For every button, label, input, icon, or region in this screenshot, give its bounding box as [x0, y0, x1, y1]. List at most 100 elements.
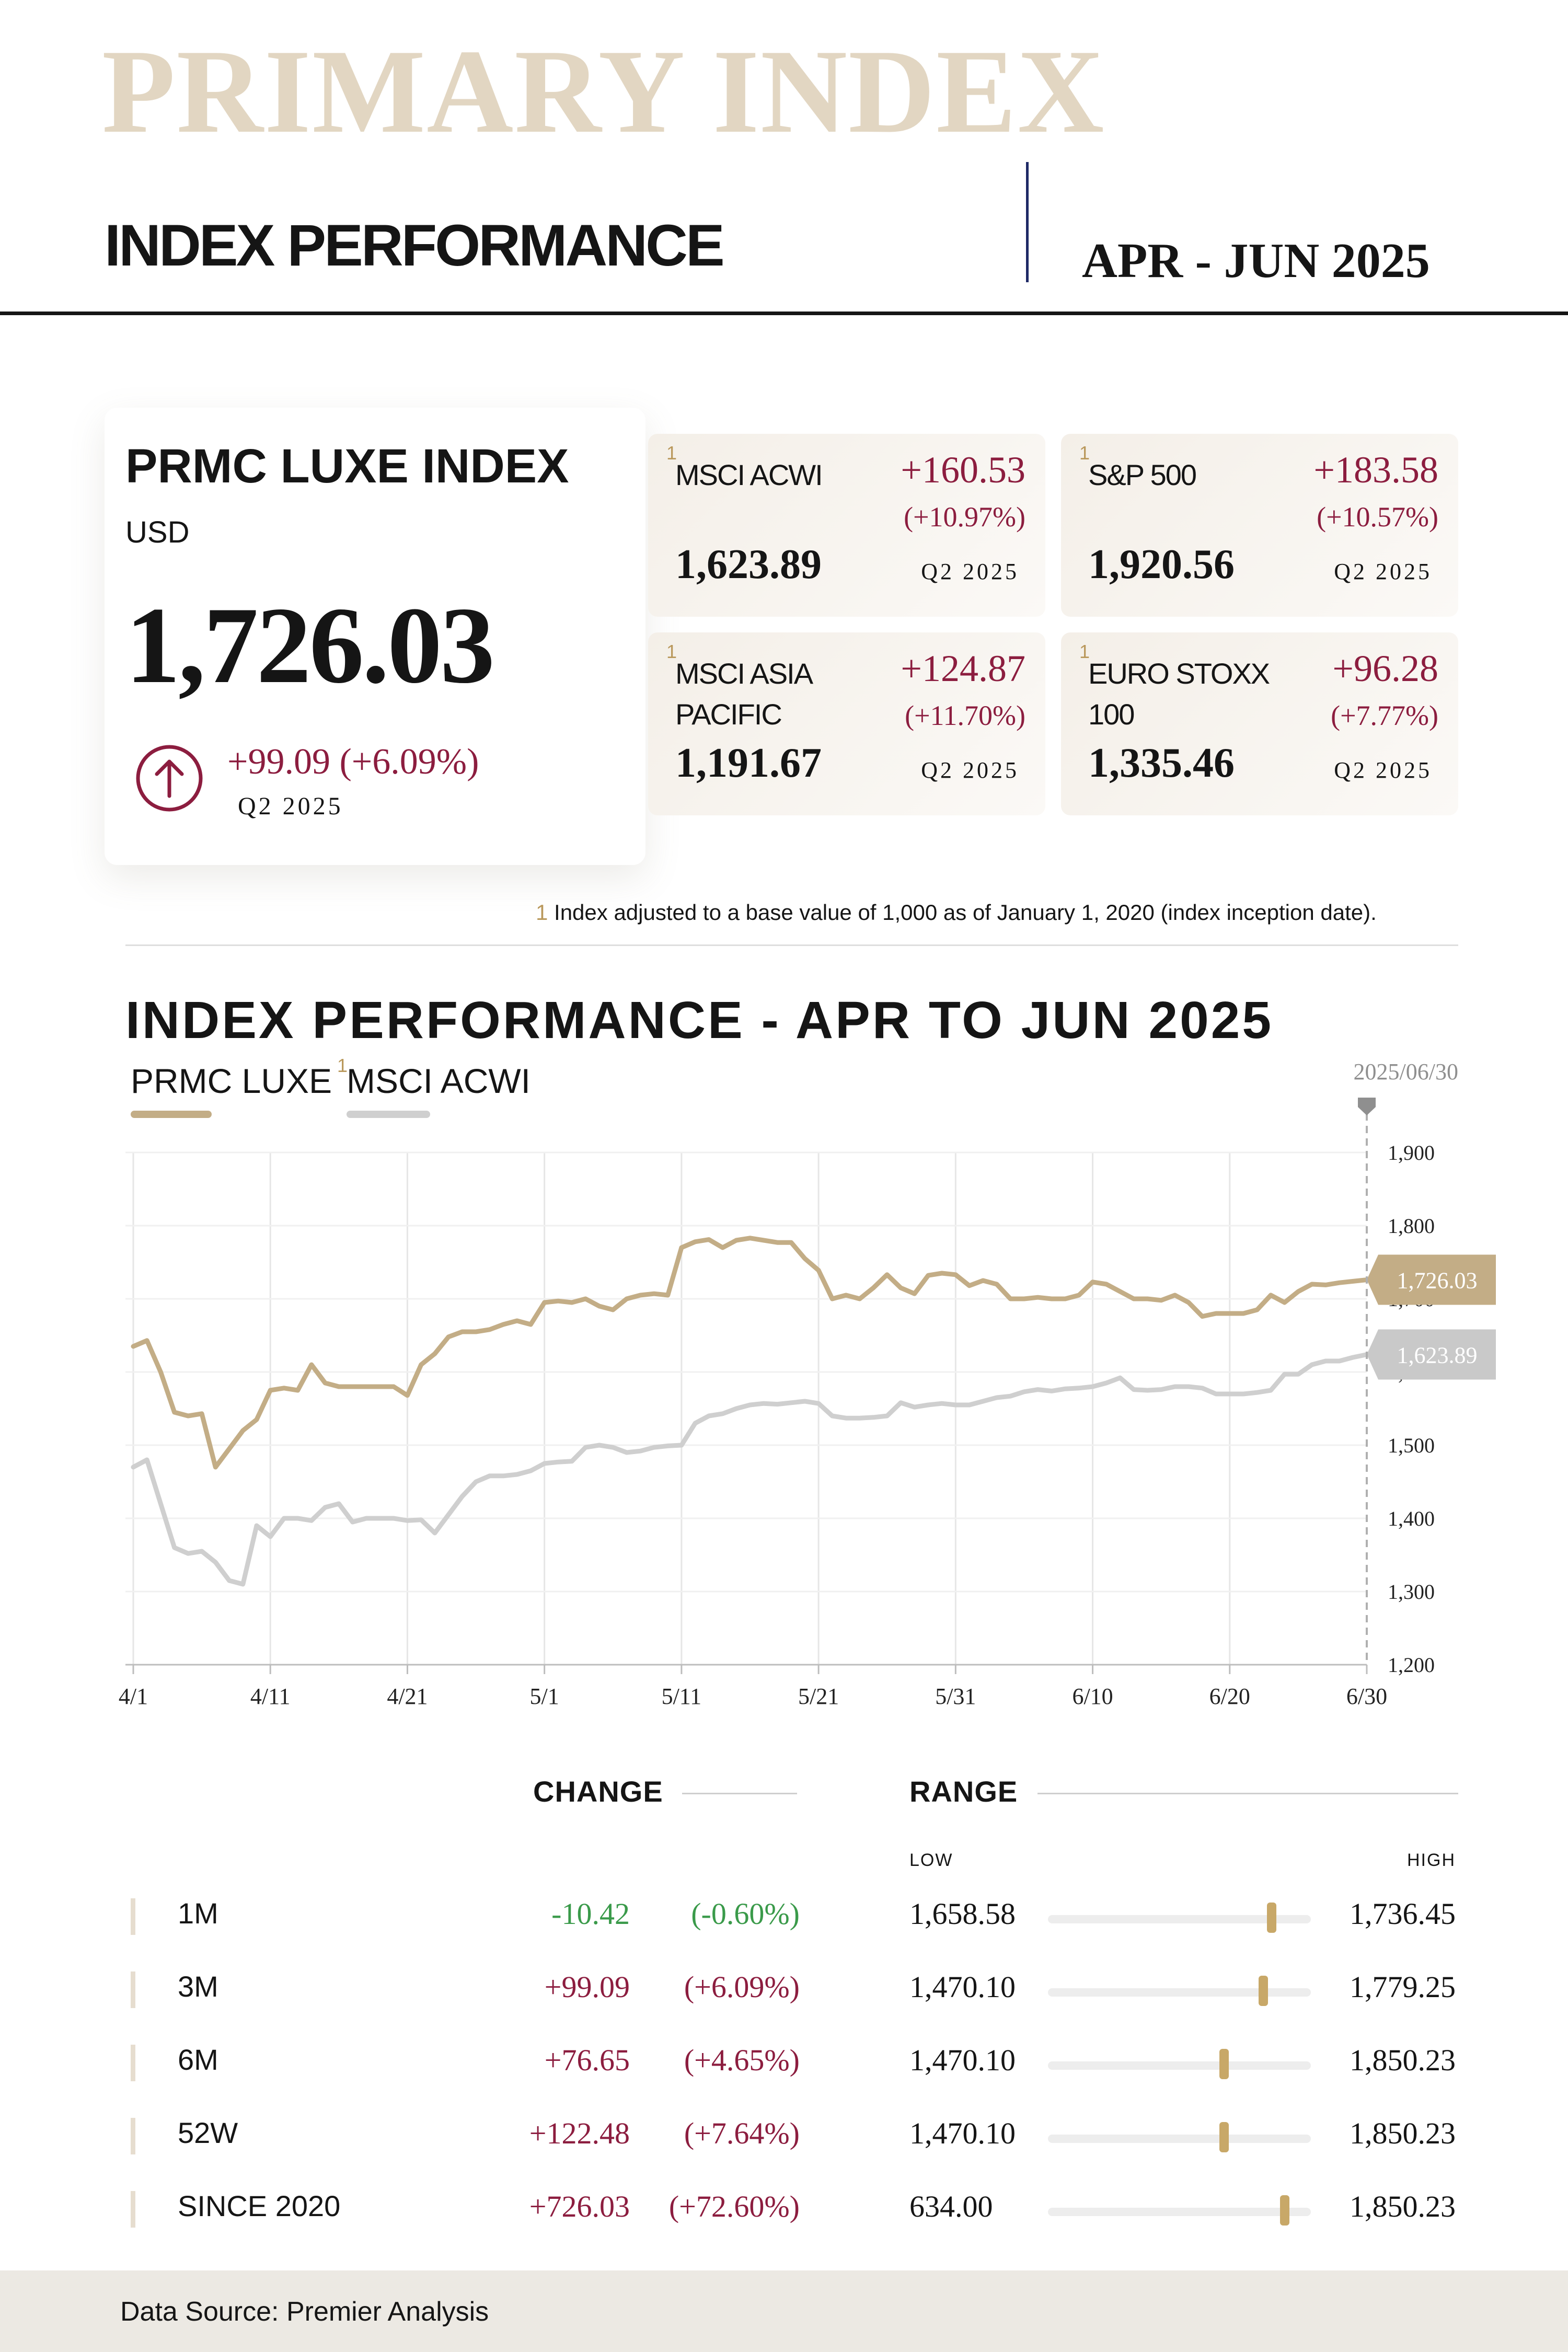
row-accent-tick [131, 2191, 135, 2228]
card-value: 1,191.67 [675, 740, 822, 786]
main-index-currency: USD [125, 515, 190, 549]
footnote-text: Index adjusted to a base value of 1,000 … [554, 900, 1377, 925]
row-accent-tick [131, 1898, 135, 1935]
y-tick-label: 1,900 [1388, 1141, 1435, 1165]
row-accent-tick [131, 2118, 135, 2154]
x-tick-label: 4/21 [387, 1684, 428, 1709]
x-tick-label: 5/1 [530, 1684, 559, 1709]
row-high: 1,736.45 [1350, 1897, 1456, 1931]
main-index-quarter: Q2 2025 [238, 792, 343, 820]
card-change-pct: (+7.77%) [1331, 700, 1438, 731]
end-value-tag [1367, 1254, 1496, 1305]
legend-prmc-luxe: PRMC LUXE [131, 1062, 332, 1100]
table-row: 6M +76.65 (+4.65%) 1,470.10 1,850.23 [0, 2028, 1568, 2085]
row-high: 1,850.23 [1350, 2116, 1456, 2150]
card-change: +160.53 [901, 449, 1025, 491]
end-date-pin-icon [1358, 1098, 1376, 1115]
row-change: +122.48 [529, 2116, 630, 2150]
card-quarter: Q2 2025 [921, 757, 1019, 783]
data-source: Data Source: Premier Analysis [120, 2297, 489, 2327]
card-quarter: Q2 2025 [1334, 757, 1432, 783]
row-change: +726.03 [529, 2189, 630, 2223]
comparison-card-euro-stoxx-100: 1 EURO STOXX 100 +96.28 (+7.77%) 1,335.4… [1061, 632, 1458, 815]
section-subtitle: INDEX PERFORMANCE [105, 213, 725, 278]
range-track [1048, 1915, 1311, 1923]
table-row: 1M -10.42 (-0.60%) 1,658.58 1,736.45 [0, 1882, 1568, 1939]
row-accent-tick [131, 1971, 135, 2008]
range-track [1048, 2135, 1311, 2143]
legend-footnote-marker: 1 [337, 1055, 348, 1076]
row-low: 1,470.10 [909, 1970, 1016, 2004]
row-accent-tick [131, 2045, 135, 2081]
performance-line-chart: 4/1 4/11 4/21 5/1 5/11 5/21 5/31 6/10 6/20 6/30 1… [119, 1059, 1496, 1709]
footnote-marker: 1 [1079, 641, 1090, 662]
footnote-marker: 1 [1079, 442, 1090, 464]
range-track [1048, 2208, 1311, 2216]
end-value-label: 1,726.03 [1397, 1268, 1478, 1294]
card-index-name: EURO STOXX 100 [1088, 657, 1270, 731]
x-tick-label: 5/11 [662, 1684, 702, 1709]
section-divider [125, 944, 1458, 946]
end-date-label: 2025/06/30 [1354, 1059, 1458, 1085]
range-header-rule [1037, 1793, 1458, 1794]
row-change-pct: (+4.65%) [684, 2043, 800, 2077]
footnote: 1 Index adjusted to a base value of 1,00… [536, 900, 1377, 925]
row-change: +99.09 [544, 1970, 630, 2004]
range-track [1048, 2061, 1311, 2070]
main-index-value: 1,726.03 [125, 585, 495, 706]
row-change: -10.42 [551, 1897, 630, 1931]
row-low: 1,658.58 [909, 1897, 1016, 1931]
row-change-pct: (+6.09%) [684, 1970, 800, 2004]
card-value: 1,335.46 [1088, 740, 1235, 786]
x-tick-label: 5/31 [935, 1684, 976, 1709]
header-divider [1026, 162, 1029, 282]
y-tick-label: 1,400 [1388, 1507, 1435, 1530]
series-line-prmc-luxe [131, 1236, 1369, 1470]
footnote-marker: 1 [666, 641, 677, 662]
chart-title: INDEX PERFORMANCE - APR TO JUN 2025 [125, 991, 1273, 1050]
main-index-card [105, 408, 645, 865]
range-high-label: HIGH [1407, 1850, 1456, 1870]
legend-msci-acwi: MSCI ACWI [347, 1062, 531, 1100]
card-quarter: Q2 2025 [921, 559, 1019, 584]
range-marker [1259, 1976, 1268, 2006]
range-low-label: LOW [909, 1850, 953, 1870]
row-low: 634.00 [909, 2189, 993, 2223]
row-change-pct: (+7.64%) [684, 2116, 800, 2150]
y-tick-label: 1,200 [1388, 1653, 1435, 1677]
footer-bar [0, 2270, 1568, 2352]
main-index-name: PRMC LUXE INDEX [125, 440, 569, 493]
card-value: 1,623.89 [675, 541, 822, 587]
range-marker [1280, 2195, 1289, 2226]
row-low: 1,470.10 [909, 2116, 1016, 2150]
series-line-msci-acwi [131, 1352, 1369, 1587]
arrow-up-circle-icon [136, 745, 203, 812]
footnote-number: 1 [536, 900, 548, 925]
x-tick-label: 4/1 [119, 1684, 148, 1709]
comparison-card-msci-acwi: 1 MSCI ACWI +160.53 (+10.97%) 1,623.89 Q… [648, 434, 1045, 617]
x-tick-label: 5/21 [798, 1684, 839, 1709]
row-period: 3M [178, 1970, 218, 2003]
card-change-pct: (+10.57%) [1317, 501, 1438, 533]
range-marker [1219, 2049, 1229, 2079]
comparison-card-sp500: 1 S&P 500 +183.58 (+10.57%) 1,920.56 Q2 … [1061, 434, 1458, 617]
row-low: 1,470.10 [909, 2043, 1016, 2077]
y-tick-label: 1,300 [1388, 1580, 1435, 1604]
card-change-pct: (+10.97%) [904, 501, 1025, 533]
row-change: +76.65 [544, 2043, 630, 2077]
row-period: 1M [178, 1897, 218, 1930]
range-marker [1219, 2122, 1229, 2152]
range-track [1048, 1988, 1311, 1997]
main-index-change: +99.09 (+6.09%) [227, 742, 479, 782]
range-column-header: RANGE [909, 1775, 1018, 1808]
y-tick-label: 1,500 [1388, 1434, 1435, 1457]
x-tick-label: 6/30 [1346, 1684, 1387, 1709]
table-row: 3M +99.09 (+6.09%) 1,470.10 1,779.25 [0, 1955, 1568, 2012]
row-change-pct: (-0.60%) [691, 1897, 800, 1931]
row-high: 1,779.25 [1350, 1970, 1456, 2004]
y-tick-label: 1,800 [1388, 1214, 1435, 1238]
x-tick-label: 4/11 [250, 1684, 291, 1709]
table-row: 52W +122.48 (+7.64%) 1,470.10 1,850.23 [0, 2101, 1568, 2159]
footnote-marker: 1 [666, 442, 677, 464]
legend-prmc-luxe-swatch [131, 1111, 212, 1118]
